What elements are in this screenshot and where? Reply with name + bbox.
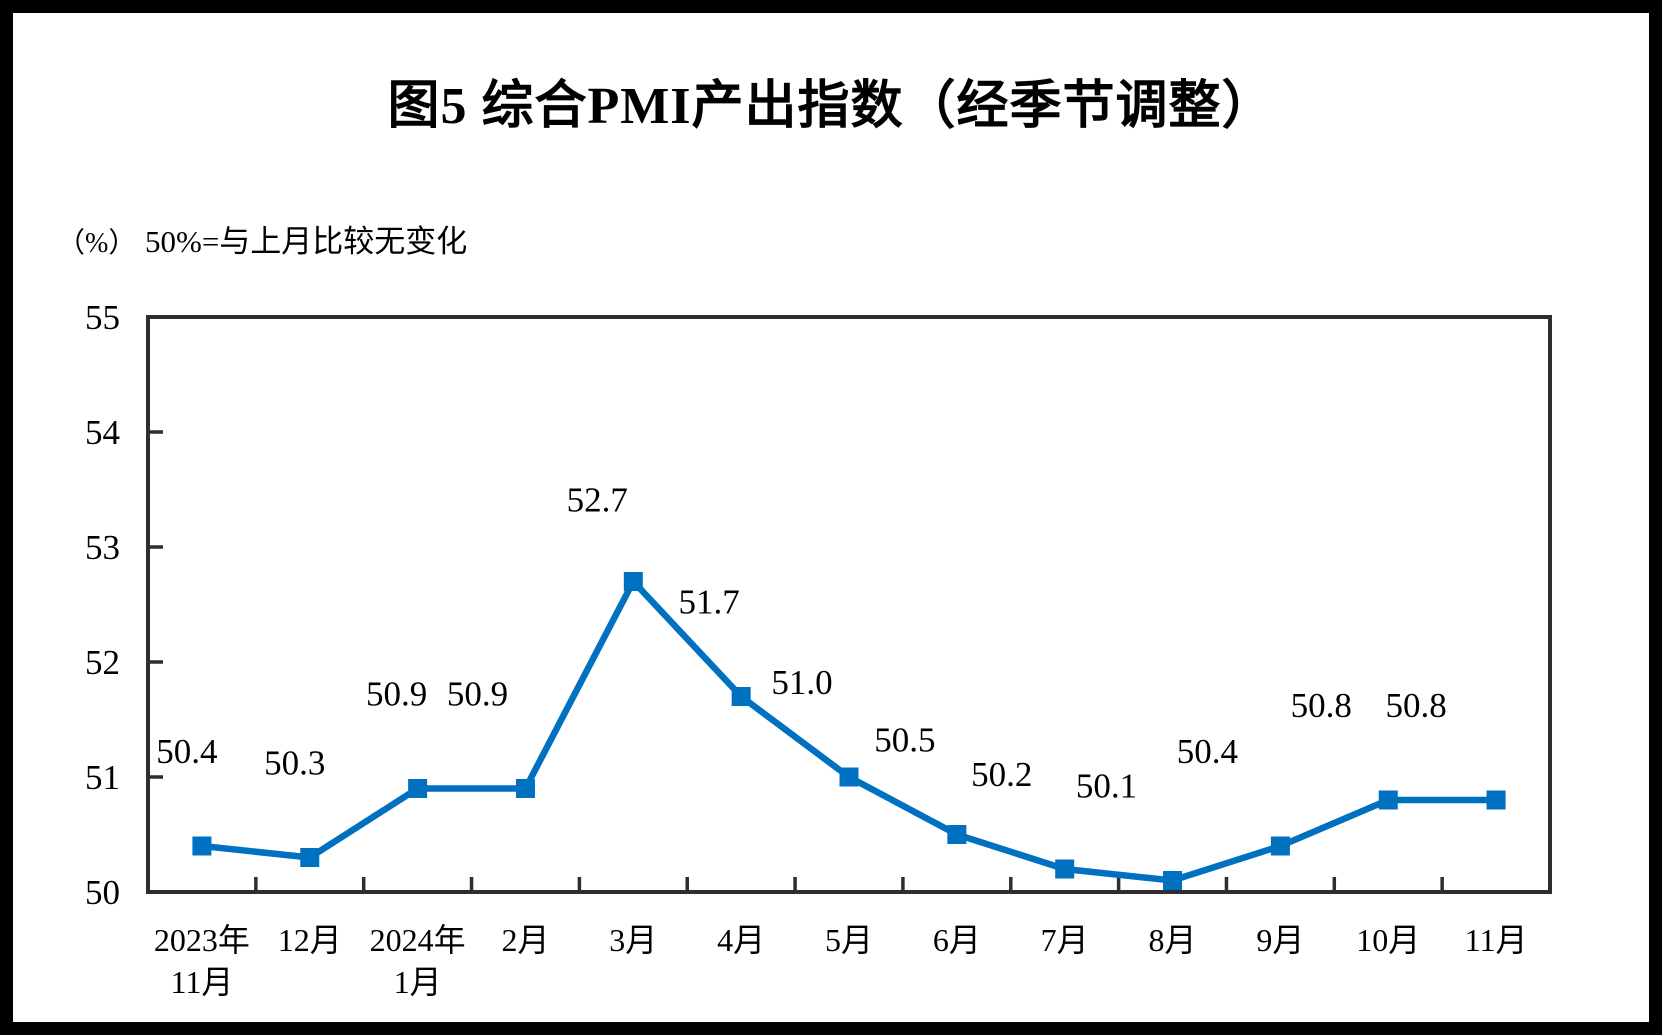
data-point-marker xyxy=(1163,871,1183,890)
data-point-marker xyxy=(515,779,535,798)
data-point-label: 50.3 xyxy=(264,744,325,783)
x-tick-label-line2: 11月 xyxy=(171,964,234,1000)
data-point-marker xyxy=(1270,836,1290,856)
data-point-label: 51.7 xyxy=(679,583,740,622)
data-point-marker xyxy=(731,687,751,706)
y-tick-label: 55 xyxy=(85,298,120,337)
x-tick-label: 8月 xyxy=(1149,922,1197,958)
data-point-marker xyxy=(1378,790,1398,810)
data-point-label: 50.1 xyxy=(1076,767,1137,806)
x-tick-label: 9月 xyxy=(1256,922,1304,958)
x-tick-label: 2023年 xyxy=(154,922,250,958)
chart-title: 图5 综合PMI产出指数（经季节调整） xyxy=(387,78,1275,135)
data-point-label: 50.4 xyxy=(156,732,217,771)
data-point-label: 50.8 xyxy=(1385,686,1446,725)
plot-area-border xyxy=(146,315,1552,894)
data-point-label: 52.7 xyxy=(567,481,628,520)
y-tick-label: 52 xyxy=(85,643,120,682)
data-point-label: 50.5 xyxy=(874,721,935,760)
y-tick-label: 53 xyxy=(85,528,120,567)
pmi-line-chart: 50 51 52 53 54 55 2023年 11月 12月 2024年 1月 2月 3月 4月 5月 6月… xyxy=(85,298,1552,1000)
data-point-label: 50.9 xyxy=(366,675,427,714)
x-tick-label: 10月 xyxy=(1356,922,1420,958)
data-point-label: 50.2 xyxy=(971,755,1032,794)
chart-subtitle: 50%=与上月比较无变化 xyxy=(145,224,468,259)
x-tick-label: 11月 xyxy=(1465,922,1528,958)
data-point-marker xyxy=(300,848,320,867)
x-tick-label: 2024年 xyxy=(370,922,466,958)
x-tick-label-line2: 1月 xyxy=(394,964,442,1000)
data-point-label: 50.9 xyxy=(447,675,508,714)
x-tick-label: 4月 xyxy=(717,922,765,958)
y-tick-label: 50 xyxy=(85,873,120,912)
data-point-marker xyxy=(1055,859,1075,879)
data-point-label: 51.0 xyxy=(771,663,832,702)
data-point-marker xyxy=(839,767,859,787)
data-point-label: 50.8 xyxy=(1291,686,1352,725)
y-tick-label: 51 xyxy=(85,758,120,797)
data-point-marker xyxy=(947,825,967,844)
x-tick-label: 3月 xyxy=(609,922,657,958)
x-tick-label: 5月 xyxy=(825,922,873,958)
y-axis-unit-label: （%） xyxy=(57,228,137,259)
x-tick-label: 7月 xyxy=(1041,922,1089,958)
data-point-marker xyxy=(192,836,212,856)
x-tick-label: 2月 xyxy=(501,922,549,958)
x-tick-label: 12月 xyxy=(278,922,342,958)
data-point-marker xyxy=(623,572,643,591)
data-point-marker xyxy=(408,779,428,798)
y-tick-label: 54 xyxy=(85,413,120,452)
pmi-series-line xyxy=(201,575,1497,884)
data-point-label: 50.4 xyxy=(1177,732,1238,771)
x-tick-label: 6月 xyxy=(933,922,981,958)
data-point-marker xyxy=(1486,790,1506,810)
